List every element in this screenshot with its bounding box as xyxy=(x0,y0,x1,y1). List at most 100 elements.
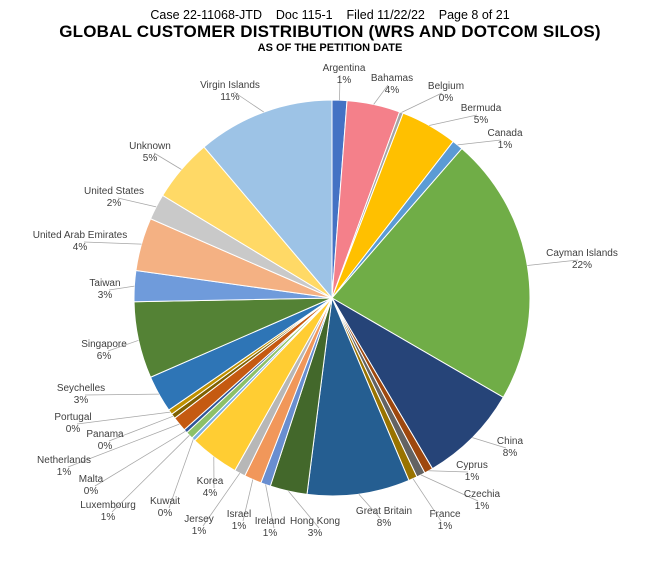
slice-percent-bermuda: 5% xyxy=(474,115,489,126)
leader-unknown xyxy=(153,152,182,170)
leader-belgium xyxy=(401,92,443,113)
slice-percent-china: 8% xyxy=(503,448,518,459)
slice-label-argentina: Argentina xyxy=(323,63,366,74)
slice-label-bahamas: Bahamas xyxy=(371,73,413,84)
leader-ireland xyxy=(265,484,275,529)
leader-virgin-islands xyxy=(233,91,265,113)
slice-percent-panama: 0% xyxy=(98,441,113,452)
slice-label-luxembourg: Luxembourg xyxy=(80,500,136,511)
slice-label-ireland: Ireland xyxy=(255,516,286,527)
slice-percent-jersey: 1% xyxy=(192,526,207,537)
slice-percent-argentina: 1% xyxy=(337,75,352,86)
leader-cyprus xyxy=(428,470,469,473)
slice-percent-cayman-islands: 22% xyxy=(572,260,592,271)
leader-israel xyxy=(242,479,254,522)
leader-malta xyxy=(94,430,186,487)
slice-percent-portugal: 0% xyxy=(66,424,81,435)
leader-china xyxy=(472,437,507,449)
slice-percent-czechia: 1% xyxy=(475,501,490,512)
leader-taiwan xyxy=(108,285,135,291)
slice-label-jersey: Jersey xyxy=(184,514,213,525)
slice-label-canada: Canada xyxy=(487,128,522,139)
leader-panama xyxy=(108,415,174,442)
leader-bermuda xyxy=(429,114,478,126)
slice-label-korea: Korea xyxy=(197,476,224,487)
filed-date: Filed 11/22/22 xyxy=(346,8,425,22)
slice-label-malta: Malta xyxy=(79,474,104,485)
leader-kuwait xyxy=(168,439,194,509)
slice-label-china: China xyxy=(497,436,524,447)
slice-label-belgium: Belgium xyxy=(428,81,464,92)
slice-percent-unknown: 5% xyxy=(143,153,158,164)
slice-percent-france: 1% xyxy=(438,521,453,532)
leader-netherlands xyxy=(67,423,180,468)
case-header: Case 22-11068-JTD Doc 115-1 Filed 11/22/… xyxy=(0,8,660,22)
slice-percent-luxembourg: 1% xyxy=(101,512,116,523)
slice-label-virgin-islands: Virgin Islands xyxy=(200,80,260,91)
slice-label-panama: Panama xyxy=(86,429,124,440)
slice-percent-bahamas: 4% xyxy=(385,85,400,96)
page-number: Page 8 of 21 xyxy=(438,8,510,22)
chart-subtitle: AS OF THE PETITION DATE xyxy=(257,42,403,54)
slice-china xyxy=(330,296,504,470)
slice-percent-united-arab-emirates: 4% xyxy=(73,242,88,253)
slice-label-kuwait: Kuwait xyxy=(150,496,180,507)
slice-percent-belgium: 0% xyxy=(439,93,454,104)
slice-label-hong-kong: Hong Kong xyxy=(290,516,340,527)
slice-percent-malta: 0% xyxy=(84,486,99,497)
slice-percent-virgin-islands: 11% xyxy=(220,92,239,103)
slice-percent-israel: 1% xyxy=(232,521,247,532)
slice-label-france: France xyxy=(429,509,461,520)
slice-great-britain xyxy=(306,296,410,497)
slice-percent-cyprus: 1% xyxy=(465,472,480,483)
pie-slices xyxy=(133,99,531,497)
chart-title: GLOBAL CUSTOMER DISTRIBUTION (WRS AND DO… xyxy=(59,22,601,41)
slice-percent-seychelles: 3% xyxy=(74,395,89,406)
leader-hong-kong xyxy=(288,490,320,529)
slice-percent-netherlands: 1% xyxy=(57,467,72,478)
slice-percent-ireland: 1% xyxy=(263,528,278,539)
slice-label-united-states: United States xyxy=(84,186,144,197)
slice-label-portugal: Portugal xyxy=(54,412,91,423)
leader-singapore xyxy=(107,339,139,352)
leader-argentina xyxy=(339,74,341,101)
slice-label-great-britain: Great Britain xyxy=(356,506,412,517)
leader-luxembourg xyxy=(111,435,190,513)
slice-label-singapore: Singapore xyxy=(81,339,127,350)
leader-jersey xyxy=(202,472,241,527)
leader-portugal xyxy=(76,411,171,425)
slice-percent-kuwait: 0% xyxy=(158,508,173,519)
slice-percent-hong-kong: 3% xyxy=(308,528,323,539)
slice-label-cyprus: Cyprus xyxy=(456,460,488,471)
slice-percent-singapore: 6% xyxy=(97,351,112,362)
slice-virgin-islands xyxy=(203,99,333,300)
slice-percent-united-states: 2% xyxy=(107,198,122,209)
slice-label-united-arab-emirates: United Arab Emirates xyxy=(33,230,128,241)
slice-percent-korea: 4% xyxy=(203,488,218,499)
leader-great-britain xyxy=(358,493,381,519)
doc-number: Doc 115-1 xyxy=(275,8,333,22)
leader-canada xyxy=(457,139,502,146)
slice-percent-canada: 1% xyxy=(498,140,513,151)
leader-france xyxy=(412,478,442,522)
leader-lines xyxy=(67,74,579,529)
case-number: Case 22-11068-JTD xyxy=(150,8,262,22)
slice-label-israel: Israel xyxy=(227,509,251,520)
slice-label-czechia: Czechia xyxy=(464,489,501,500)
slice-label-netherlands: Netherlands xyxy=(37,455,91,466)
slice-label-seychelles: Seychelles xyxy=(57,383,105,394)
leader-seychelles xyxy=(84,393,159,396)
leader-bahamas xyxy=(373,84,389,105)
slice-label-unknown: Unknown xyxy=(129,141,171,152)
leader-united-states xyxy=(117,197,157,208)
leader-united-arab-emirates xyxy=(83,241,142,245)
leader-cayman-islands xyxy=(527,259,579,266)
slice-percent-taiwan: 3% xyxy=(98,290,113,301)
slice-label-bermuda: Bermuda xyxy=(461,103,502,114)
slice-label-taiwan: Taiwan xyxy=(89,278,120,289)
slice-percent-great-britain: 8% xyxy=(377,518,392,529)
leader-czechia xyxy=(420,474,479,502)
slice-label-cayman-islands: Cayman Islands xyxy=(546,248,618,259)
